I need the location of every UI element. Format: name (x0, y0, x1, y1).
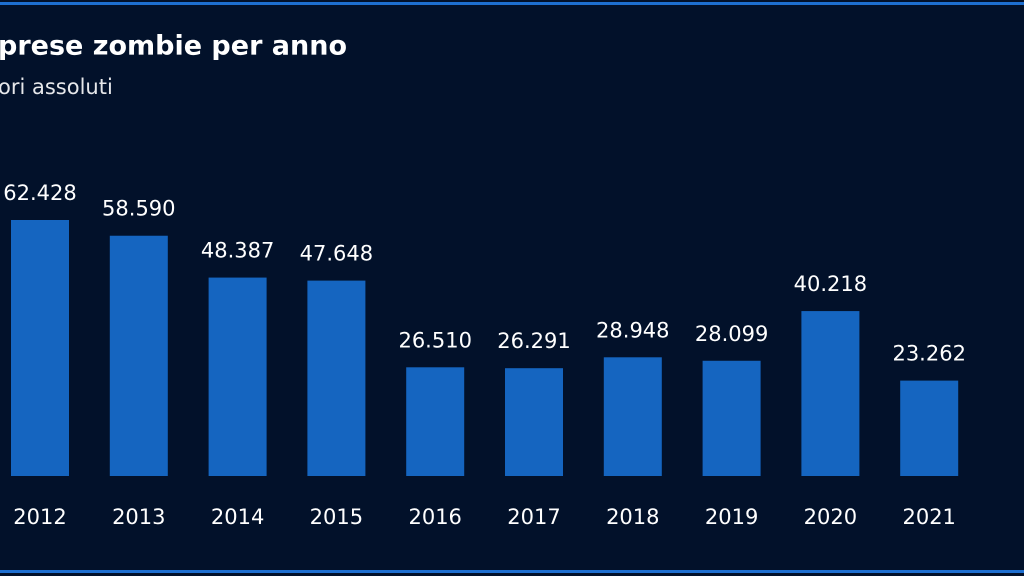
bar (406, 367, 465, 476)
x-tick-label: 2017 (507, 505, 560, 529)
bar (11, 220, 69, 476)
value-label: 26.291 (497, 329, 570, 353)
value-label: 62.428 (3, 181, 76, 205)
bar (208, 277, 267, 476)
value-label: 26.510 (398, 328, 471, 352)
bar (109, 235, 168, 476)
bottom-border (0, 570, 1024, 573)
value-label: 58.590 (102, 197, 175, 221)
chart-subtitle: ori assoluti (0, 75, 113, 99)
x-tick-label: 2019 (705, 505, 758, 529)
bar (801, 311, 860, 476)
top-border (0, 2, 1024, 5)
value-label: 23.262 (892, 342, 965, 366)
x-tick-label: 2018 (606, 505, 659, 529)
bar (505, 368, 563, 476)
x-tick-label: 2014 (211, 505, 264, 529)
chart-title: prese zombie per anno (0, 31, 347, 62)
x-tick-label: 2012 (13, 505, 66, 529)
x-tick-label: 2013 (112, 505, 165, 529)
value-label: 28.948 (596, 318, 669, 342)
bar (900, 380, 959, 476)
x-tick-label: 2021 (902, 505, 955, 529)
bar (307, 280, 366, 476)
bar (603, 357, 662, 476)
value-label: 48.387 (201, 239, 274, 263)
value-label: 28.099 (695, 322, 768, 346)
value-label: 47.648 (300, 242, 373, 266)
x-tick-label: 2016 (408, 505, 461, 529)
value-label: 40.218 (794, 272, 867, 296)
x-tick-label: 2015 (310, 505, 363, 529)
bar (702, 360, 761, 476)
x-tick-label: 2020 (804, 505, 857, 529)
